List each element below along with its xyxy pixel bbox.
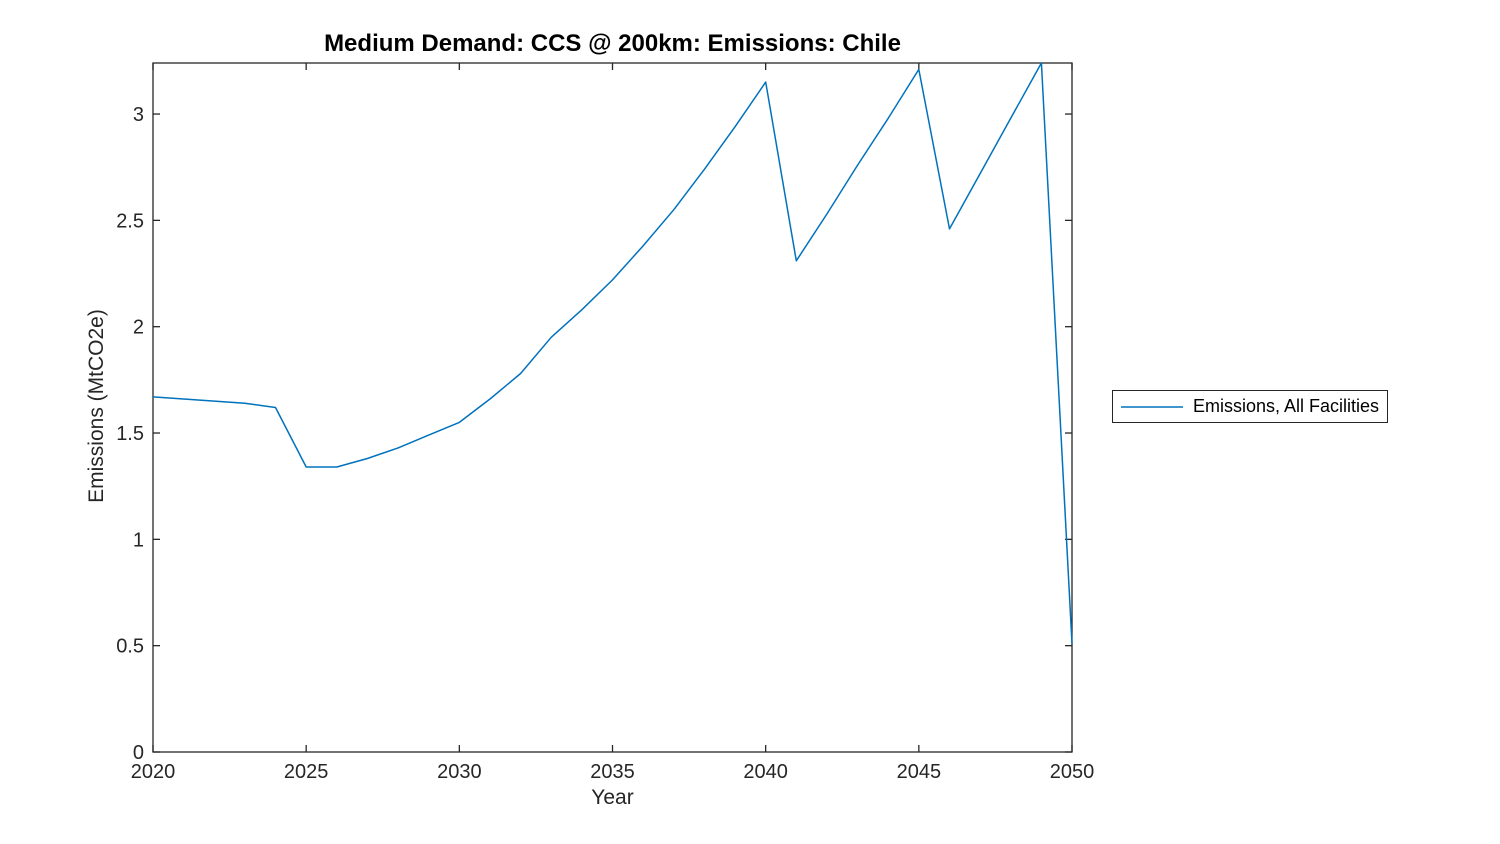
svg-text:0: 0	[133, 742, 144, 764]
svg-text:2030: 2030	[437, 761, 482, 783]
svg-text:2045: 2045	[897, 761, 942, 783]
legend-label: Emissions, All Facilities	[1193, 396, 1380, 416]
svg-text:2050: 2050	[1050, 761, 1095, 783]
svg-text:1: 1	[133, 529, 144, 551]
svg-text:3: 3	[133, 104, 144, 126]
legend-box: Emissions, All Facilities	[1112, 390, 1388, 423]
legend-line-sample-icon	[1121, 405, 1183, 408]
svg-text:2035: 2035	[590, 761, 635, 783]
svg-text:2.5: 2.5	[116, 210, 144, 232]
svg-text:2040: 2040	[743, 761, 788, 783]
svg-text:2025: 2025	[284, 761, 329, 783]
svg-text:1.5: 1.5	[116, 423, 144, 445]
x-axis-label: Year	[591, 786, 634, 809]
chart-title: Medium Demand: CCS @ 200km: Emissions: C…	[324, 30, 901, 57]
svg-text:2: 2	[133, 317, 144, 339]
svg-text:2020: 2020	[131, 761, 176, 783]
svg-text:0.5: 0.5	[116, 636, 144, 658]
